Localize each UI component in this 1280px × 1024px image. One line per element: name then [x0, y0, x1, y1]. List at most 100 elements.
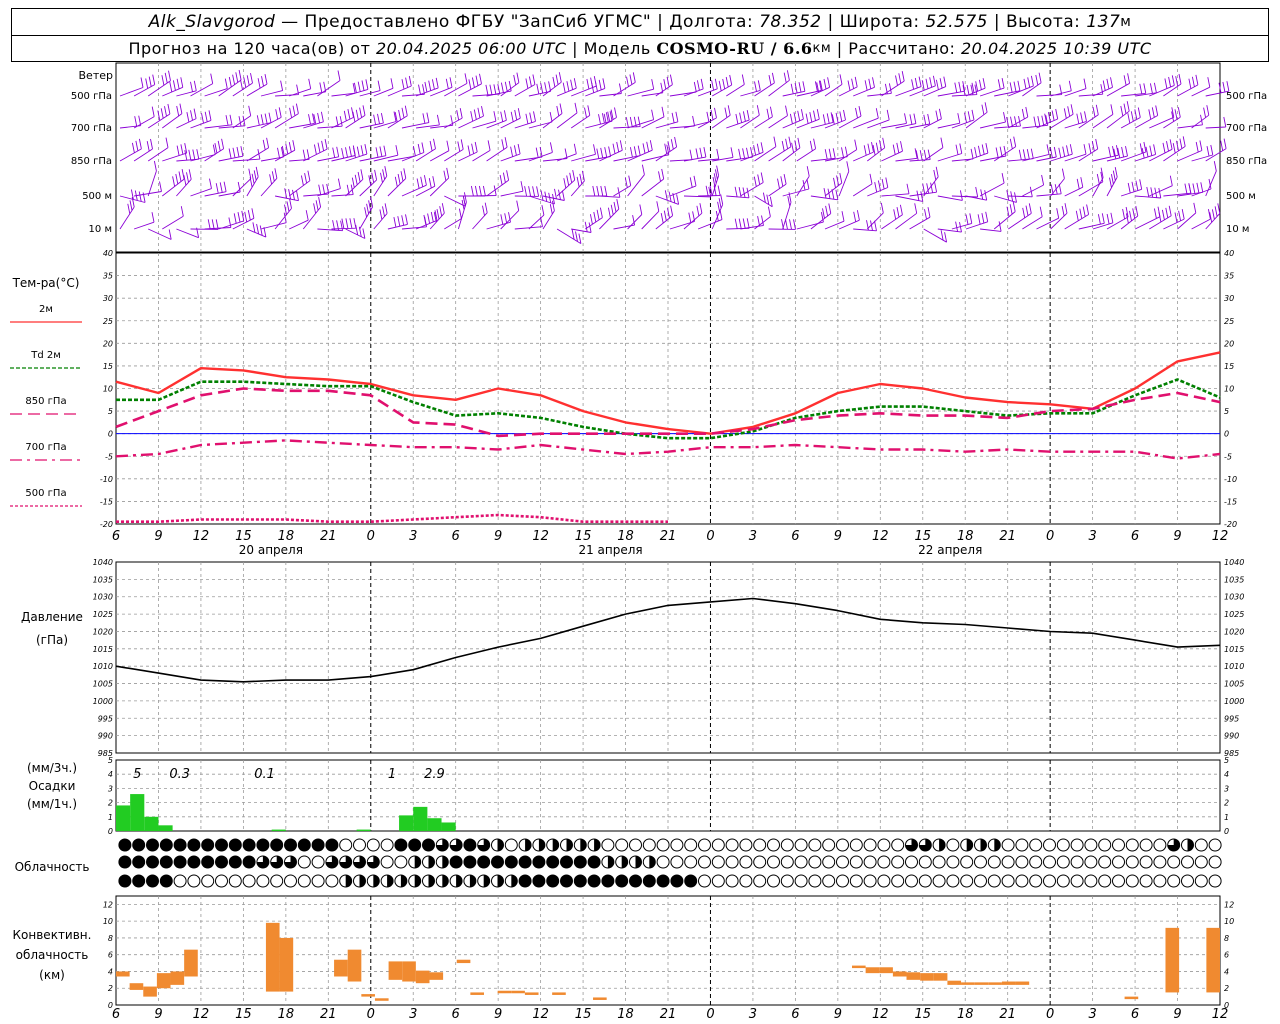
- temp-xtick: 6: [112, 529, 120, 544]
- cloud-symbol-fill: [525, 839, 532, 851]
- cloud-symbol: [1112, 855, 1125, 869]
- cloud-symbol: [822, 838, 836, 852]
- cloud-symbol: [849, 838, 863, 852]
- pressure-ytick: 995: [98, 714, 113, 723]
- pressure-ytick-right: 1035: [1224, 575, 1244, 584]
- cloud-symbol-fill: [994, 839, 1001, 851]
- cloud-symbol: [201, 855, 215, 869]
- cloud-symbol-fill: [566, 839, 573, 851]
- temp-ytick: 0: [108, 430, 113, 439]
- conv-bar: [511, 990, 525, 994]
- temp-xtick: 3: [749, 529, 757, 544]
- wind-barb: [415, 138, 436, 162]
- wind-barb: [782, 109, 804, 129]
- temp-ytick: 15: [103, 362, 113, 371]
- wind-barb: [542, 200, 555, 230]
- wind-barb: [387, 75, 412, 97]
- wind-barb: [669, 211, 696, 230]
- wind-barb: [613, 72, 636, 97]
- cloud-symbol-fill: [635, 856, 642, 868]
- wind-barb: [1050, 80, 1072, 97]
- temp-ytick-right: 30: [1224, 294, 1234, 303]
- wind-barb: [979, 173, 1005, 197]
- wind-barb: [1121, 83, 1147, 97]
- cloud-symbol: [767, 838, 780, 852]
- wind-barb: [754, 206, 771, 230]
- wind-barb: [472, 202, 488, 230]
- lon-value: 78.352: [759, 12, 822, 32]
- conv-xtick: 0: [706, 1007, 714, 1022]
- temp-xtick: 12: [532, 529, 549, 544]
- conv-xtick: 3: [749, 1007, 757, 1022]
- wind-barb: [669, 149, 693, 162]
- cloud-symbol-fill: [428, 875, 435, 887]
- conv-bar: [865, 967, 880, 974]
- conv-bar: [1206, 927, 1220, 993]
- wind-barb: [345, 105, 366, 129]
- wind-barb: [444, 108, 463, 129]
- conv-xtick: 12: [193, 1007, 210, 1022]
- wind-barb: [895, 113, 917, 129]
- cloud-symbol: [546, 874, 560, 888]
- wind-barb: [331, 107, 354, 129]
- wind-barb: [1149, 75, 1175, 97]
- wind-barb: [274, 198, 292, 230]
- cloud-symbol-fill: [414, 856, 421, 868]
- conv-xtick: 3: [409, 1007, 417, 1022]
- cloud-symbol: [1043, 838, 1056, 852]
- wind-barb: [444, 139, 464, 162]
- cloud-symbol-fill: [345, 875, 352, 887]
- cloud-symbol: [1043, 874, 1056, 888]
- wind-barb: [627, 79, 655, 97]
- wind-barb: [599, 140, 623, 162]
- wind-barb: [740, 80, 761, 97]
- wind-barb: [1135, 82, 1157, 97]
- wind-barb: [965, 143, 989, 162]
- cloud-symbol-fill: [442, 856, 449, 868]
- cloud-symbol-fill: [256, 856, 269, 868]
- cloud-symbol: [1043, 855, 1056, 869]
- wind-barb: [824, 74, 843, 97]
- wind-barb: [782, 178, 810, 197]
- conv-xtick: 9: [494, 1007, 502, 1022]
- conv-bar: [892, 971, 907, 977]
- conv-ytick: 8: [108, 934, 113, 943]
- cloud-symbol-fill: [373, 875, 380, 887]
- wind-barb: [232, 208, 255, 230]
- cloud-symbol: [891, 874, 905, 888]
- precip-bar: [413, 806, 428, 831]
- wind-barb: [303, 81, 327, 97]
- temp-ytick-right: 25: [1224, 317, 1234, 326]
- precip-ytick-right: 3: [1224, 784, 1229, 793]
- wind-barb: [1050, 203, 1068, 230]
- conv-xtick: 12: [872, 1007, 889, 1022]
- wind-barb: [556, 78, 577, 97]
- cloud-symbol-fill: [497, 875, 504, 887]
- wind-barb: [303, 111, 324, 129]
- wind-barb: [119, 77, 144, 97]
- cloud-symbol: [780, 874, 794, 888]
- cloud-symbol-fill: [436, 839, 449, 852]
- cloud-symbol: [504, 855, 518, 869]
- wind-barb: [1205, 81, 1230, 97]
- wind-barb: [528, 142, 553, 162]
- cloud-symbol-fill: [594, 839, 601, 851]
- wind-barb: [937, 190, 963, 201]
- wind-barb: [1149, 205, 1172, 230]
- cloud-symbol-fill: [428, 856, 435, 868]
- cloud-symbol: [794, 838, 808, 852]
- wind-barb: [726, 147, 753, 162]
- wind-barb: [288, 170, 311, 197]
- wind-barb: [909, 207, 931, 230]
- wind-barb: [669, 81, 697, 97]
- precip-ytick: 0: [108, 827, 113, 836]
- cloud-symbol-fill: [450, 839, 463, 852]
- cloud-symbol: [656, 855, 670, 869]
- cloud-symbol: [794, 874, 808, 888]
- cloud-symbol: [118, 838, 132, 852]
- cloud-symbol: [1070, 874, 1084, 888]
- temp-xtick: 12: [1212, 529, 1229, 544]
- wind-barb: [994, 190, 1017, 203]
- cloud-symbol: [877, 838, 891, 852]
- cloud-symbol: [394, 838, 408, 852]
